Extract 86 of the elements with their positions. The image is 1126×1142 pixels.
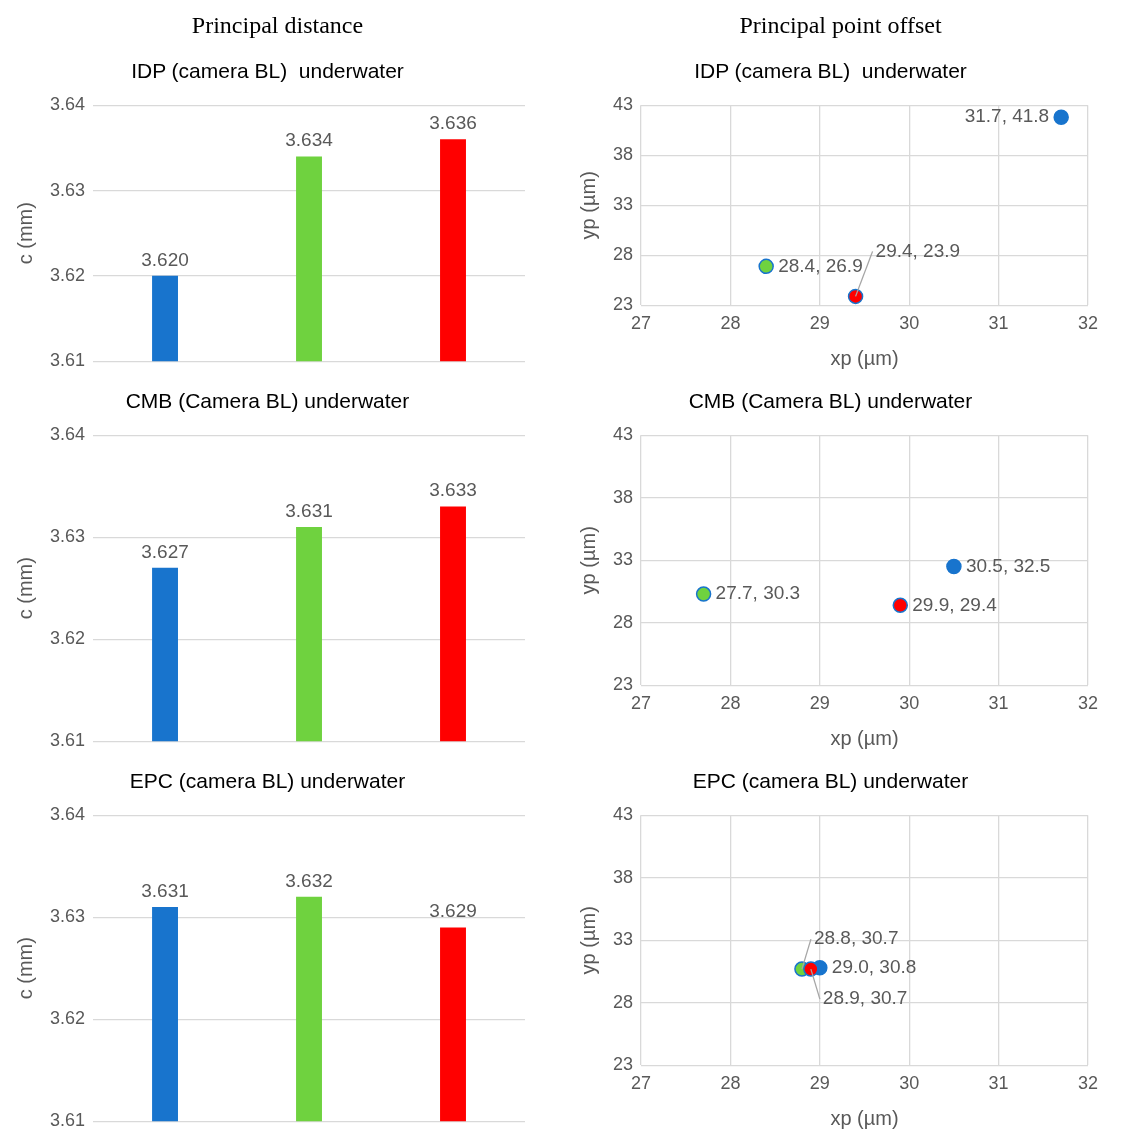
- point: [847, 288, 864, 305]
- y-tick-label: 3.61: [49, 730, 86, 751]
- y-tick-label: 23: [612, 1054, 634, 1075]
- x-tick-label: 27: [631, 693, 652, 714]
- data-label: 3.632: [285, 869, 333, 891]
- y-tick-label: 3.64: [49, 804, 86, 825]
- x-tick-label: 27: [631, 1073, 652, 1094]
- x-tick-label: 30: [899, 693, 920, 714]
- x-tick-label: 30: [899, 313, 920, 334]
- y-tick-label: 28: [612, 611, 634, 632]
- point: [946, 558, 962, 575]
- point: [1053, 109, 1069, 125]
- x-axis-title: xp (µm): [830, 726, 899, 749]
- y-tick-label: 3.62: [49, 628, 86, 649]
- data-label: 3.633: [429, 479, 477, 501]
- y-tick-label: 33: [612, 549, 634, 570]
- y-tick-label: 43: [612, 804, 634, 825]
- x-tick-label: 28: [720, 693, 741, 714]
- y-tick-label: 23: [612, 294, 634, 315]
- y-axis-title: yp (µm): [576, 906, 599, 975]
- y-tick-label: 3.63: [49, 526, 86, 547]
- y-tick-label: 3.61: [49, 1110, 86, 1131]
- data-label: 28.4, 26.9: [778, 254, 863, 276]
- y-tick-label: 3.63: [49, 179, 86, 200]
- chart-title: CMB (Camera BL) underwater: [125, 389, 410, 413]
- data-label: 3.631: [141, 879, 189, 901]
- y-tick-label: 3.62: [49, 1008, 86, 1029]
- y-axis-title: c (mm): [13, 937, 36, 1000]
- chart-title: EPC (camera BL) underwater: [692, 769, 969, 793]
- point: [695, 586, 712, 602]
- point: [892, 597, 909, 614]
- y-axis-title: yp (µm): [576, 171, 599, 240]
- x-axis-title: xp (µm): [830, 1106, 899, 1129]
- x-tick-label: 31: [988, 1073, 1009, 1094]
- text: Principal point offset: [738, 11, 943, 40]
- y-axis-title: c (mm): [13, 202, 36, 265]
- y-tick-label: 43: [612, 424, 634, 445]
- data-label: 29.9, 29.4: [912, 593, 998, 615]
- x-tick-label: 29: [809, 313, 830, 334]
- y-tick-label: 38: [612, 144, 634, 165]
- x-tick-label: 31: [988, 313, 1009, 334]
- x-tick-label: 30: [899, 1073, 920, 1094]
- y-tick-label: 28: [612, 991, 634, 1012]
- y-tick-label: 28: [612, 244, 634, 265]
- data-label: 31.7, 41.8: [964, 105, 1050, 127]
- chart-title: CMB (Camera BL) underwater: [688, 389, 973, 413]
- data-label: 27.7, 30.3: [715, 582, 801, 604]
- y-tick-label: 3.63: [49, 906, 86, 927]
- y-axis-title: yp (µm): [576, 526, 599, 595]
- x-tick-label: 28: [720, 1073, 741, 1094]
- x-tick-label: 29: [809, 693, 830, 714]
- y-tick-label: 38: [612, 866, 634, 887]
- y-tick-label: 3.62: [49, 264, 86, 285]
- data-label: 28.8, 30.7: [813, 927, 899, 949]
- y-tick-label: 23: [612, 674, 634, 695]
- y-tick-label: 43: [612, 94, 634, 115]
- data-label: 3.636: [429, 112, 477, 134]
- y-tick-label: 38: [612, 486, 634, 507]
- y-tick-label: 3.64: [49, 424, 86, 445]
- data-label: 3.627: [141, 540, 189, 562]
- data-label: 3.620: [141, 248, 189, 270]
- y-tick-label: 3.64: [49, 94, 86, 115]
- x-tick-label: 28: [720, 313, 741, 334]
- y-tick-label: 3.61: [49, 350, 86, 371]
- data-label: 3.629: [429, 900, 477, 922]
- data-label: 29.4, 23.9: [875, 239, 961, 261]
- point: [758, 258, 774, 275]
- y-tick-label: 33: [612, 929, 634, 950]
- x-tick-label: 32: [1077, 313, 1099, 334]
- x-axis-title: xp (µm): [830, 346, 899, 369]
- y-axis-title: c (mm): [13, 557, 36, 620]
- y-tick-label: 33: [612, 194, 634, 215]
- text: Principal distance: [190, 11, 365, 40]
- data-label: 29.0, 30.8: [831, 956, 917, 978]
- chart-title: IDP (camera BL) underwater: [694, 59, 967, 83]
- data-label: 3.631: [285, 499, 333, 521]
- data-label: 28.9, 30.7: [822, 987, 908, 1009]
- x-tick-label: 29: [809, 1073, 830, 1094]
- x-tick-label: 32: [1077, 693, 1099, 714]
- x-tick-label: 27: [631, 313, 652, 334]
- data-label: 3.634: [285, 129, 334, 151]
- chart-title: IDP (camera BL) underwater: [131, 59, 404, 83]
- data-label: 30.5, 32.5: [965, 554, 1051, 576]
- x-tick-label: 31: [988, 693, 1009, 714]
- chart-title: EPC (camera BL) underwater: [129, 769, 406, 793]
- x-tick-label: 32: [1077, 1073, 1099, 1094]
